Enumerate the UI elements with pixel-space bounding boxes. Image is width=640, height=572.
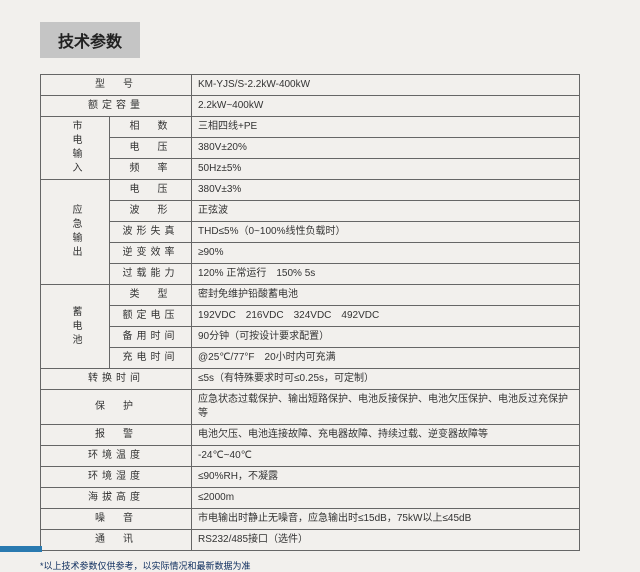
param-label: 备用时间 (110, 327, 192, 348)
footnote: *以上技术参数仅供参考，以实际情况和最新数据为准 (40, 559, 600, 572)
param-value: ≥90% (192, 243, 580, 264)
param-value: RS232/485接口（选件） (192, 530, 580, 551)
param-label: 海拔高度 (41, 488, 192, 509)
table-row: 型 号 KM-YJS/S-2.2kW-400kW (41, 75, 580, 96)
param-label: 电 压 (110, 180, 192, 201)
table-row: 电 压 380V±20% (41, 138, 580, 159)
page-title: 技术参数 (40, 22, 140, 58)
param-label: 电 压 (110, 138, 192, 159)
section-label: 市电输入 (41, 117, 110, 180)
param-label: 通 讯 (41, 530, 192, 551)
param-value: 市电输出时静止无噪音，应急输出时≤15dB，75kW以上≤45dB (192, 509, 580, 530)
table-row: 波形失真 THD≤5%（0~100%线性负载时） (41, 222, 580, 243)
param-label: 过载能力 (110, 264, 192, 285)
param-label: 频 率 (110, 159, 192, 180)
table-row: 逆变效率 ≥90% (41, 243, 580, 264)
table-row: 保 护 应急状态过载保护、输出短路保护、电池反接保护、电池欠压保护、电池反过充保… (41, 390, 580, 425)
param-label: 转换时间 (41, 369, 192, 390)
table-row: 充电时间 @25℃/77°F 20小时内可充满 (41, 348, 580, 369)
param-value: 三相四线+PE (192, 117, 580, 138)
table-row: 环境湿度 ≤90%RH，不凝露 (41, 467, 580, 488)
section-label: 应急输出 (41, 180, 110, 285)
table-row: 过载能力 120% 正常运行 150% 5s (41, 264, 580, 285)
table-row: 转换时间 ≤5s（有特殊要求时可≤0.25s，可定制） (41, 369, 580, 390)
param-value: @25℃/77°F 20小时内可充满 (192, 348, 580, 369)
param-label: 波形失真 (110, 222, 192, 243)
param-value: 90分钟（可按设计要求配置） (192, 327, 580, 348)
param-value: 120% 正常运行 150% 5s (192, 264, 580, 285)
param-value: 应急状态过载保护、输出短路保护、电池反接保护、电池欠压保护、电池反过充保护等 (192, 390, 580, 425)
param-label: 环境温度 (41, 446, 192, 467)
param-label: 波 形 (110, 201, 192, 222)
param-value: 380V±3% (192, 180, 580, 201)
table-row: 应急输出 电 压 380V±3% (41, 180, 580, 201)
param-label: 报 警 (41, 425, 192, 446)
table-row: 蓄电池 类 型 密封免维护铅酸蓄电池 (41, 285, 580, 306)
param-value: 2.2kW~400kW (192, 96, 580, 117)
param-label: 逆变效率 (110, 243, 192, 264)
param-label: 环境湿度 (41, 467, 192, 488)
param-label: 额定容量 (41, 96, 192, 117)
param-label: 额定电压 (110, 306, 192, 327)
param-value: 50Hz±5% (192, 159, 580, 180)
table-row: 频 率 50Hz±5% (41, 159, 580, 180)
param-label: 保 护 (41, 390, 192, 425)
section-label: 蓄电池 (41, 285, 110, 369)
param-value: ≤2000m (192, 488, 580, 509)
table-row: 环境温度 -24℃~40℃ (41, 446, 580, 467)
table-row: 海拔高度 ≤2000m (41, 488, 580, 509)
table-row: 备用时间 90分钟（可按设计要求配置） (41, 327, 580, 348)
table-row: 额定容量 2.2kW~400kW (41, 96, 580, 117)
param-value: 电池欠压、电池连接故障、充电器故障、持续过载、逆变器故障等 (192, 425, 580, 446)
spec-table: 型 号 KM-YJS/S-2.2kW-400kW 额定容量 2.2kW~400k… (40, 74, 580, 551)
param-value: ≤5s（有特殊要求时可≤0.25s，可定制） (192, 369, 580, 390)
param-label: 充电时间 (110, 348, 192, 369)
param-value: THD≤5%（0~100%线性负载时） (192, 222, 580, 243)
table-row: 通 讯 RS232/485接口（选件） (41, 530, 580, 551)
param-value: -24℃~40℃ (192, 446, 580, 467)
param-value: KM-YJS/S-2.2kW-400kW (192, 75, 580, 96)
table-row: 市电输入 相 数 三相四线+PE (41, 117, 580, 138)
table-row: 噪 音 市电输出时静止无噪音，应急输出时≤15dB，75kW以上≤45dB (41, 509, 580, 530)
param-value: 正弦波 (192, 201, 580, 222)
param-label: 噪 音 (41, 509, 192, 530)
param-label: 相 数 (110, 117, 192, 138)
param-value: 192VDC 216VDC 324VDC 492VDC (192, 306, 580, 327)
param-value: ≤90%RH，不凝露 (192, 467, 580, 488)
table-row: 报 警 电池欠压、电池连接故障、充电器故障、持续过载、逆变器故障等 (41, 425, 580, 446)
param-label: 型 号 (41, 75, 192, 96)
param-label: 类 型 (110, 285, 192, 306)
table-row: 额定电压 192VDC 216VDC 324VDC 492VDC (41, 306, 580, 327)
table-row: 波 形 正弦波 (41, 201, 580, 222)
param-value: 密封免维护铅酸蓄电池 (192, 285, 580, 306)
accent-bar (0, 546, 42, 552)
param-value: 380V±20% (192, 138, 580, 159)
